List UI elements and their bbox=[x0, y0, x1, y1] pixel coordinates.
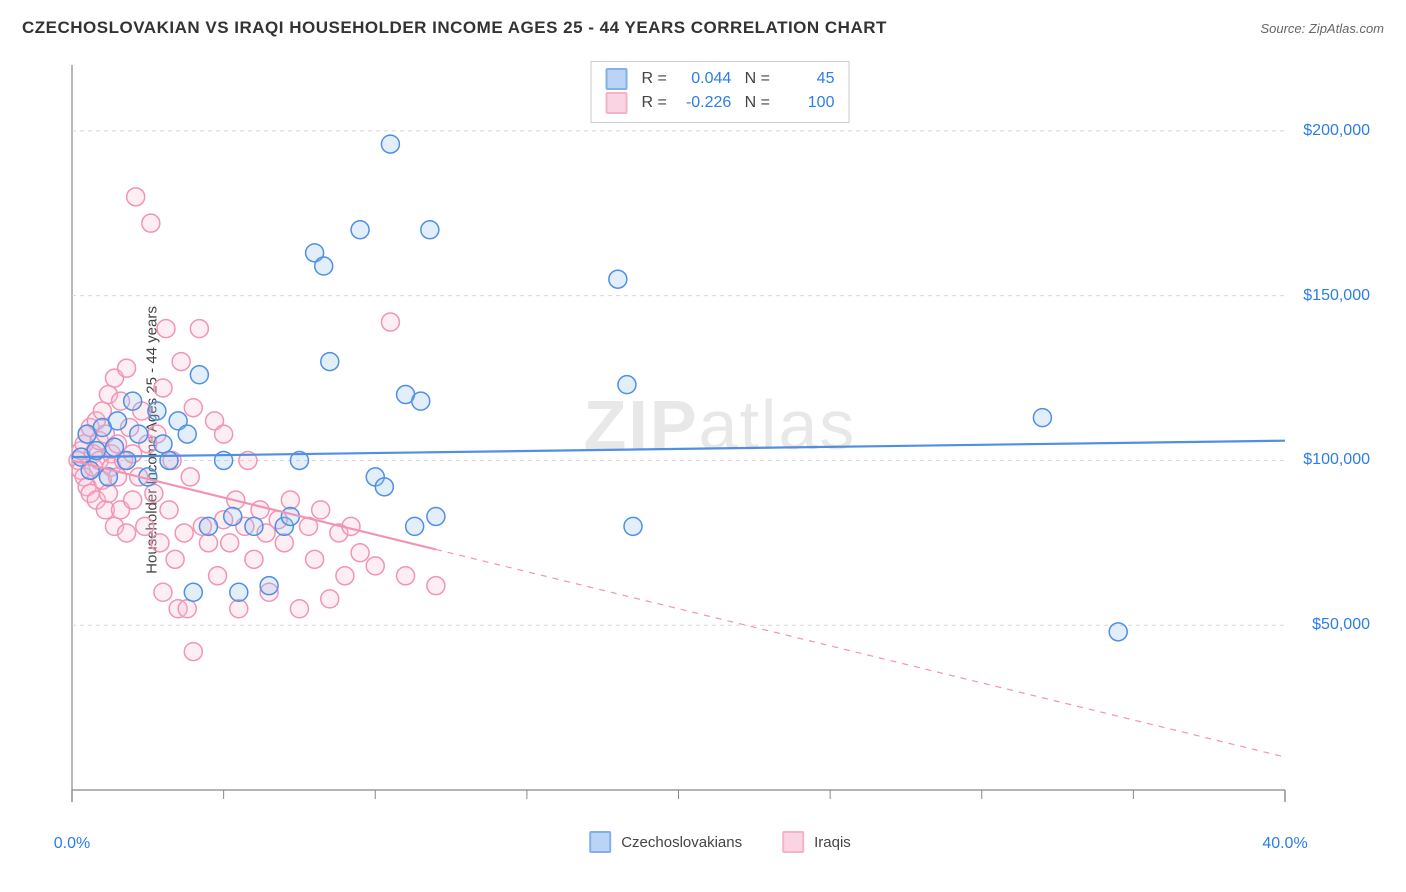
data-point bbox=[118, 359, 136, 377]
trend-line-dashed bbox=[436, 549, 1285, 757]
legend-item: Iraqis bbox=[782, 831, 851, 853]
data-point bbox=[366, 557, 384, 575]
data-point bbox=[160, 501, 178, 519]
data-point bbox=[397, 567, 415, 585]
data-point bbox=[251, 501, 269, 519]
series-legend: Czechoslovakians Iraqis bbox=[589, 831, 851, 853]
data-point bbox=[321, 353, 339, 371]
data-point bbox=[160, 451, 178, 469]
data-point bbox=[321, 590, 339, 608]
data-point bbox=[184, 583, 202, 601]
stats-text: R = 0.044 N = 45 bbox=[642, 67, 835, 91]
legend-label: Iraqis bbox=[814, 834, 851, 851]
data-point bbox=[351, 544, 369, 562]
data-point bbox=[381, 135, 399, 153]
data-point bbox=[209, 567, 227, 585]
x-tick-label: 0.0% bbox=[54, 835, 90, 853]
stats-row: R = 0.044 N = 45 bbox=[606, 67, 835, 91]
data-point bbox=[230, 600, 248, 618]
scatter-plot bbox=[60, 55, 1380, 825]
data-point bbox=[421, 221, 439, 239]
data-point bbox=[99, 484, 117, 502]
legend-item: Czechoslovakians bbox=[589, 831, 742, 853]
data-point bbox=[406, 517, 424, 535]
data-point bbox=[166, 550, 184, 568]
data-point bbox=[157, 320, 175, 338]
legend-swatch bbox=[589, 831, 611, 853]
data-point bbox=[127, 188, 145, 206]
y-tick-label: $150,000 bbox=[1303, 287, 1370, 305]
legend-swatch bbox=[606, 92, 628, 114]
data-point bbox=[130, 425, 148, 443]
data-point bbox=[145, 484, 163, 502]
data-point bbox=[142, 214, 160, 232]
data-point bbox=[427, 577, 445, 595]
data-point bbox=[230, 583, 248, 601]
data-point bbox=[260, 577, 278, 595]
data-point bbox=[336, 567, 354, 585]
data-point bbox=[172, 353, 190, 371]
x-tick-label: 40.0% bbox=[1262, 835, 1307, 853]
stats-text: R = -0.226 N = 100 bbox=[642, 91, 835, 115]
data-point bbox=[224, 507, 242, 525]
data-point bbox=[184, 643, 202, 661]
source-label: Source: ZipAtlas.com bbox=[1260, 21, 1384, 36]
data-point bbox=[178, 425, 196, 443]
data-point bbox=[124, 392, 142, 410]
stats-row: R = -0.226 N = 100 bbox=[606, 91, 835, 115]
data-point bbox=[154, 435, 172, 453]
data-point bbox=[427, 507, 445, 525]
data-point bbox=[1109, 623, 1127, 641]
data-point bbox=[175, 524, 193, 542]
data-point bbox=[154, 379, 172, 397]
y-tick-label: $50,000 bbox=[1312, 616, 1370, 634]
legend-swatch bbox=[606, 68, 628, 90]
data-point bbox=[306, 550, 324, 568]
chart-area: Householder Income Ages 25 - 44 years R … bbox=[60, 55, 1380, 825]
data-point bbox=[108, 412, 126, 430]
data-point bbox=[281, 491, 299, 509]
data-point bbox=[351, 221, 369, 239]
trend-line bbox=[72, 441, 1285, 457]
data-point bbox=[199, 517, 217, 535]
data-point bbox=[381, 313, 399, 331]
data-point bbox=[290, 600, 308, 618]
data-point bbox=[245, 517, 263, 535]
data-point bbox=[199, 534, 217, 552]
data-point bbox=[151, 534, 169, 552]
legend-label: Czechoslovakians bbox=[621, 834, 742, 851]
data-point bbox=[148, 402, 166, 420]
data-point bbox=[181, 468, 199, 486]
data-point bbox=[215, 425, 233, 443]
chart-title: CZECHOSLOVAKIAN VS IRAQI HOUSEHOLDER INC… bbox=[22, 18, 887, 38]
stats-legend: R = 0.044 N = 45R = -0.226 N = 100 bbox=[591, 61, 850, 123]
data-point bbox=[618, 376, 636, 394]
data-point bbox=[315, 257, 333, 275]
y-tick-label: $100,000 bbox=[1303, 451, 1370, 469]
data-point bbox=[412, 392, 430, 410]
data-point bbox=[245, 550, 263, 568]
data-point bbox=[118, 451, 136, 469]
data-point bbox=[178, 600, 196, 618]
data-point bbox=[624, 517, 642, 535]
data-point bbox=[609, 270, 627, 288]
data-point bbox=[1033, 409, 1051, 427]
data-point bbox=[375, 478, 393, 496]
data-point bbox=[312, 501, 330, 519]
data-point bbox=[118, 524, 136, 542]
data-point bbox=[124, 491, 142, 509]
data-point bbox=[190, 366, 208, 384]
legend-swatch bbox=[782, 831, 804, 853]
data-point bbox=[154, 583, 172, 601]
data-point bbox=[190, 320, 208, 338]
data-point bbox=[184, 399, 202, 417]
data-point bbox=[275, 534, 293, 552]
y-tick-label: $200,000 bbox=[1303, 122, 1370, 140]
data-point bbox=[221, 534, 239, 552]
data-point bbox=[136, 517, 154, 535]
